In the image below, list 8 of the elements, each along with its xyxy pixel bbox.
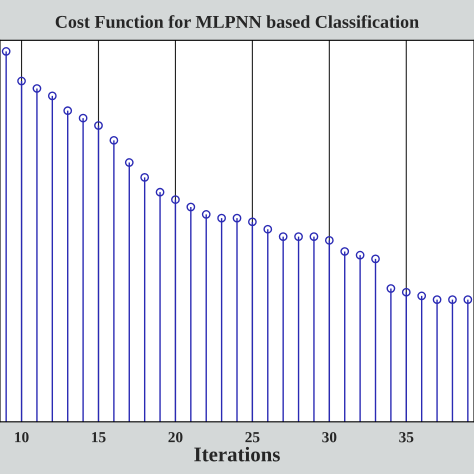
x-tick-label: 15: [92, 432, 106, 442]
x-tick-label: 35: [399, 432, 414, 442]
chart-title: Cost Function for MLPNN based Classification: [56, 15, 419, 28]
x-axis-title: Iterations: [194, 446, 280, 462]
x-tick-label: 25: [245, 432, 260, 442]
x-tick-label: 30: [322, 432, 336, 442]
x-tick-label: 20: [168, 432, 182, 442]
x-tick-label: 10: [15, 432, 29, 442]
